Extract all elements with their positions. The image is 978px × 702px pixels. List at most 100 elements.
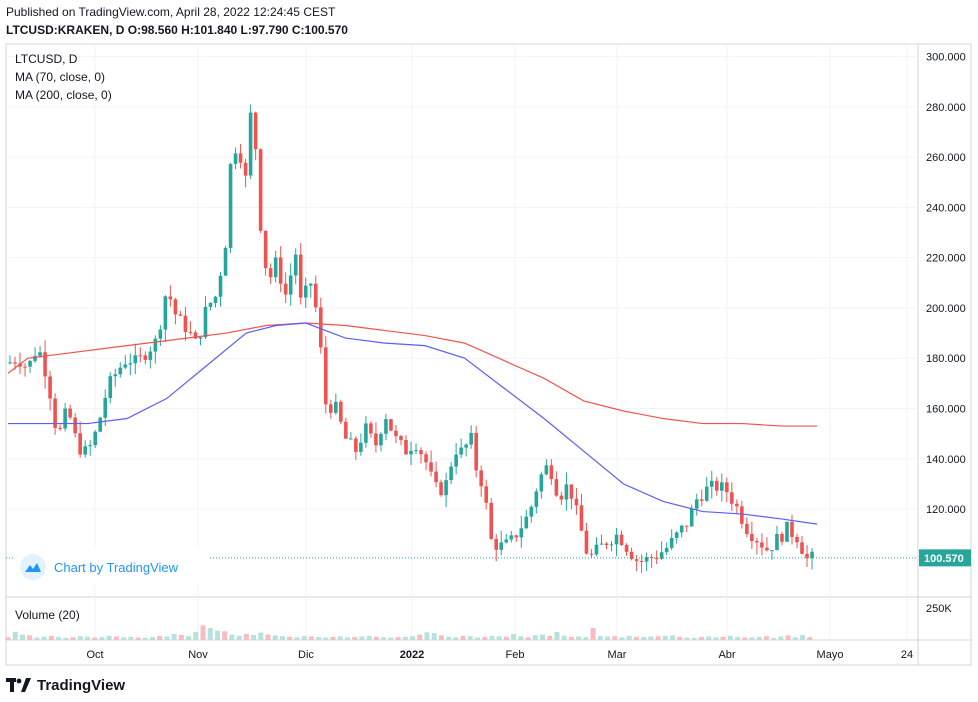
candle-body	[514, 535, 519, 538]
price-tick-label: 280.000	[926, 102, 966, 114]
volume-bar	[532, 635, 538, 640]
volume-bar	[186, 636, 192, 640]
legend-ma70: MA (70, close, 0)	[15, 70, 105, 84]
volume-bar	[792, 637, 798, 640]
candle-body	[559, 495, 564, 500]
ohlc-values: O:98.560 H:101.840 L:97.790 C:100.570	[127, 23, 348, 37]
volume-bar	[706, 636, 712, 640]
candle-body	[394, 430, 398, 437]
candle-body	[133, 355, 138, 364]
time-tick-label: Abr	[718, 649, 735, 661]
volume-bar	[626, 636, 632, 640]
candle-body	[163, 296, 168, 330]
candle-body	[233, 153, 238, 164]
candle-body	[273, 257, 278, 278]
candle-body	[474, 432, 478, 471]
time-tick-label: 2022	[400, 649, 424, 661]
volume-bar	[395, 637, 401, 640]
candle-body	[714, 480, 719, 491]
candle-body	[755, 541, 759, 543]
candle-body	[339, 401, 343, 422]
candle-body	[263, 230, 268, 269]
candle-body	[68, 408, 72, 418]
candle-body	[589, 553, 594, 555]
volume-bar	[402, 636, 408, 640]
candle-body	[123, 364, 128, 368]
candle-body	[439, 482, 443, 496]
volume-bar	[243, 634, 249, 640]
volume-bar	[229, 634, 235, 640]
tradingview-logo-icon	[6, 678, 31, 692]
candle-body	[639, 560, 644, 562]
volume-bar	[19, 634, 25, 640]
candle-body	[674, 532, 679, 538]
volume-bar	[713, 637, 719, 640]
volume-bars	[5, 625, 813, 640]
candle-body	[554, 479, 559, 496]
volume-bar	[677, 636, 683, 640]
volume-bar	[684, 637, 690, 640]
candle-body	[699, 499, 704, 501]
volume-bar	[691, 637, 697, 640]
volume-axis-label: 250K	[926, 603, 952, 615]
volume-bar	[410, 636, 415, 640]
candle-body	[404, 440, 408, 455]
candle-body	[765, 547, 769, 551]
candle-body	[810, 551, 814, 559]
ma70-line	[8, 322, 818, 525]
tradingview-badge[interactable]: Chart by TradingView	[14, 549, 208, 585]
candle-body	[529, 506, 534, 517]
chart-frame	[5, 43, 972, 666]
price-tick-label: 200.000	[926, 303, 966, 315]
candle-body	[283, 283, 288, 295]
volume-bar	[359, 636, 365, 640]
candle-body	[414, 450, 418, 452]
time-tick-label: Nov	[188, 649, 208, 661]
footer-logo[interactable]: TradingView	[6, 675, 125, 695]
candle-body	[800, 542, 804, 554]
candle-body	[248, 112, 253, 176]
candle-body	[318, 307, 323, 348]
candle-body	[684, 525, 689, 527]
price-tick-label: 240.000	[926, 202, 966, 214]
tradingview-cloud-icon	[20, 554, 46, 580]
price-tick-label: 300.000	[926, 52, 966, 64]
volume-bar	[388, 637, 394, 640]
candle-body	[303, 285, 308, 298]
volume-bar	[316, 637, 322, 640]
candle-body	[419, 450, 423, 455]
volume-bar	[193, 632, 199, 640]
volume-bar	[597, 636, 603, 640]
volume-bar	[605, 636, 611, 640]
volume-bar	[301, 636, 307, 640]
candle-body	[308, 283, 313, 286]
volume-bar	[70, 637, 76, 640]
candle-body	[494, 538, 499, 550]
candle-body	[73, 417, 77, 434]
volume-bar	[576, 636, 582, 640]
candle-body	[208, 302, 213, 307]
candle-body	[594, 544, 599, 555]
volume-bar	[381, 637, 387, 640]
candle-body	[258, 149, 263, 231]
volume-bar	[12, 632, 18, 640]
candle-body	[484, 486, 489, 503]
volume-bar	[337, 636, 343, 640]
price-tick-label: 180.000	[926, 353, 966, 365]
candle-body	[679, 525, 684, 533]
volume-bar	[352, 637, 358, 640]
candle-body	[278, 257, 283, 284]
candle-body	[634, 559, 639, 561]
candle-body	[464, 444, 468, 448]
last-price-label: 100.570	[924, 553, 964, 565]
candle-body	[379, 433, 383, 446]
candle-body	[444, 480, 448, 496]
volume-bar	[742, 637, 748, 640]
candle-body	[329, 404, 333, 413]
candle-body	[384, 419, 388, 434]
volume-bar	[518, 636, 524, 640]
candle-body	[108, 376, 113, 398]
legend-ma200: MA (200, close, 0)	[15, 88, 112, 102]
volume-bar	[619, 637, 625, 640]
